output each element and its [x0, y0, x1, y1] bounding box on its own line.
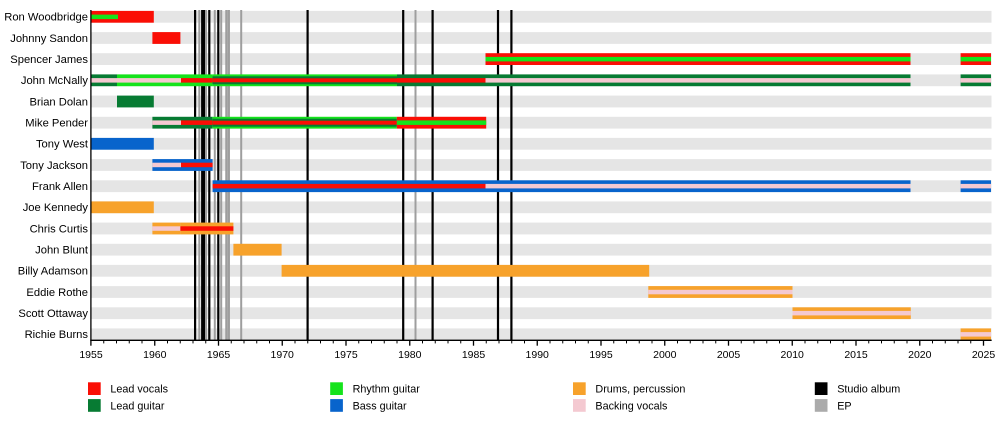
- svg-text:Eddie Rothe: Eddie Rothe: [26, 287, 88, 299]
- svg-text:John McNally: John McNally: [21, 75, 89, 87]
- svg-text:Frank Allen: Frank Allen: [32, 181, 88, 193]
- svg-text:Scott Ottaway: Scott Ottaway: [18, 308, 88, 320]
- svg-text:Billy Adamson: Billy Adamson: [18, 266, 88, 278]
- svg-text:Brian Dolan: Brian Dolan: [30, 96, 88, 108]
- svg-text:Richie Burns: Richie Burns: [25, 329, 89, 341]
- svg-text:2020: 2020: [908, 349, 932, 361]
- svg-text:Johnny Sandon: Johnny Sandon: [10, 33, 88, 45]
- svg-text:Joe Kennedy: Joe Kennedy: [23, 202, 89, 214]
- svg-text:1985: 1985: [462, 349, 486, 361]
- svg-text:1955: 1955: [79, 349, 103, 361]
- svg-text:Lead guitar: Lead guitar: [110, 400, 164, 412]
- svg-text:Tony Jackson: Tony Jackson: [20, 160, 88, 172]
- svg-text:1975: 1975: [334, 349, 358, 361]
- svg-text:1965: 1965: [207, 349, 231, 361]
- svg-text:Backing vocals: Backing vocals: [595, 400, 668, 412]
- svg-text:2025: 2025: [972, 349, 996, 361]
- svg-text:2015: 2015: [844, 349, 868, 361]
- svg-text:2000: 2000: [653, 349, 677, 361]
- svg-text:Ron Woodbridge: Ron Woodbridge: [4, 12, 88, 24]
- svg-text:Rhythm guitar: Rhythm guitar: [353, 384, 421, 396]
- svg-text:Mike Pender: Mike Pender: [25, 118, 88, 130]
- svg-text:John Blunt: John Blunt: [35, 245, 89, 257]
- svg-text:2005: 2005: [717, 349, 741, 361]
- svg-text:Bass guitar: Bass guitar: [353, 400, 407, 412]
- svg-text:1990: 1990: [526, 349, 550, 361]
- svg-text:Tony West: Tony West: [36, 139, 89, 151]
- svg-text:1995: 1995: [589, 349, 613, 361]
- svg-text:EP: EP: [837, 400, 851, 412]
- svg-text:1980: 1980: [398, 349, 422, 361]
- svg-text:Chris Curtis: Chris Curtis: [30, 223, 89, 235]
- svg-text:1970: 1970: [271, 349, 295, 361]
- svg-text:Drums, percussion: Drums, percussion: [595, 384, 685, 396]
- svg-text:Studio album: Studio album: [837, 384, 900, 396]
- svg-text:1960: 1960: [143, 349, 167, 361]
- svg-text:Lead vocals: Lead vocals: [110, 384, 168, 396]
- svg-text:Spencer James: Spencer James: [10, 54, 88, 66]
- svg-text:2010: 2010: [781, 349, 805, 361]
